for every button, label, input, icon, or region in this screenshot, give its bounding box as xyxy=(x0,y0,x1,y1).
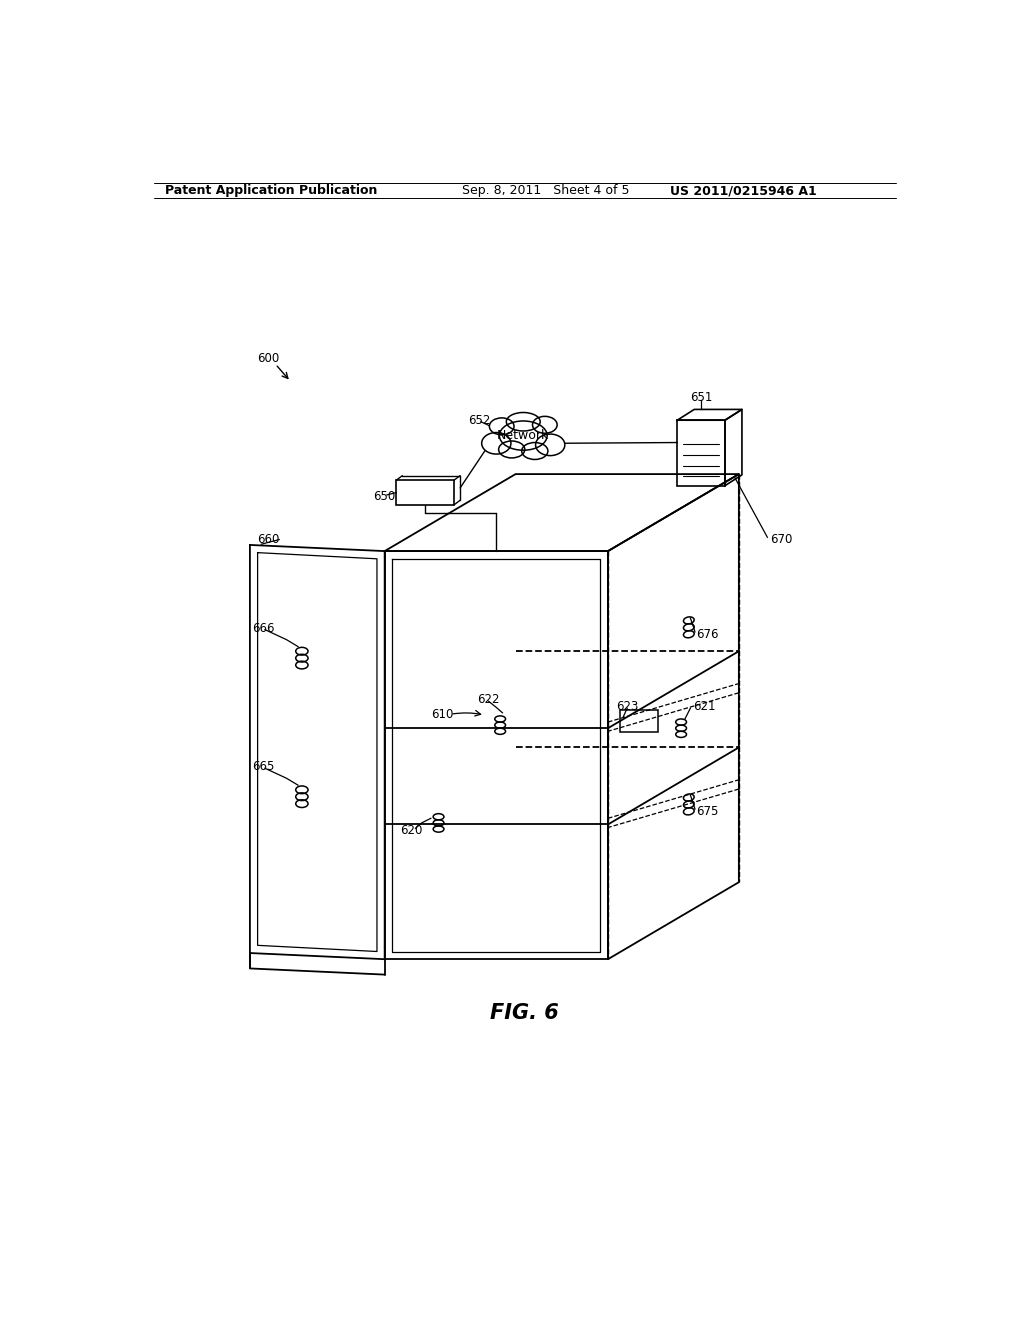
Text: 665: 665 xyxy=(252,760,274,774)
Text: US 2011/0215946 A1: US 2011/0215946 A1 xyxy=(670,185,816,197)
Ellipse shape xyxy=(521,442,548,459)
Text: 622: 622 xyxy=(477,693,500,706)
Text: Sep. 8, 2011   Sheet 4 of 5: Sep. 8, 2011 Sheet 4 of 5 xyxy=(462,185,629,197)
Text: 620: 620 xyxy=(400,824,423,837)
Ellipse shape xyxy=(536,434,565,455)
Ellipse shape xyxy=(481,433,511,454)
Ellipse shape xyxy=(489,418,514,434)
Text: 670: 670 xyxy=(770,533,792,546)
Text: 650: 650 xyxy=(373,490,395,503)
Text: 676: 676 xyxy=(696,628,719,640)
Text: Network: Network xyxy=(497,429,550,442)
Ellipse shape xyxy=(499,441,525,458)
Text: 660: 660 xyxy=(258,533,280,546)
Text: 610: 610 xyxy=(431,708,454,721)
Bar xyxy=(620,710,658,733)
Text: 675: 675 xyxy=(696,805,719,818)
Ellipse shape xyxy=(532,416,557,433)
Ellipse shape xyxy=(506,412,541,430)
Bar xyxy=(396,480,454,506)
Text: 666: 666 xyxy=(252,622,274,635)
Text: 623: 623 xyxy=(615,700,638,713)
Ellipse shape xyxy=(500,421,547,450)
Text: 600: 600 xyxy=(258,352,280,366)
Text: FIG. 6: FIG. 6 xyxy=(490,1003,559,1023)
Text: 651: 651 xyxy=(690,391,713,404)
Bar xyxy=(677,420,725,486)
Text: Patent Application Publication: Patent Application Publication xyxy=(165,185,378,197)
Text: 621: 621 xyxy=(692,700,715,713)
Text: 652: 652 xyxy=(468,413,490,426)
